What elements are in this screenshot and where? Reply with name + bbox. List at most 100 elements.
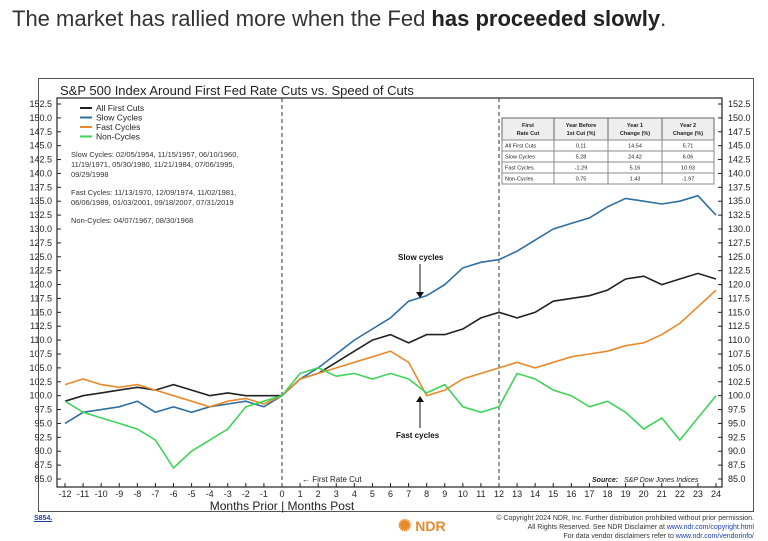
arrowhead-icon — [416, 396, 424, 402]
y-tick-label-left: 110.0 — [30, 335, 52, 345]
table-header: Change (%) — [620, 131, 650, 137]
x-tick-label: -7 — [151, 489, 159, 499]
y-tick-label-right: 90.0 — [728, 446, 746, 456]
y-tick-label-right: 105.0 — [728, 363, 751, 373]
y-tick-label-right: 95.0 — [728, 418, 746, 428]
vendor-line: For data vendor disclaimers refer to — [563, 533, 676, 540]
series-line-non-cycles — [64, 367, 717, 470]
y-tick-label-right: 122.5 — [728, 266, 751, 276]
headline-end: . — [660, 6, 667, 31]
y-tick-label-left: 152.5 — [29, 99, 52, 109]
x-tick-label: -5 — [188, 489, 196, 499]
y-tick-label-left: 147.5 — [29, 127, 52, 137]
x-tick-label: -12 — [58, 489, 71, 499]
cycle-dates-note: 11/19/1971, 05/30/1980, 11/21/1984, 07/0… — [71, 160, 235, 169]
y-tick-label-left: 112.5 — [30, 321, 52, 331]
x-tick-label: 5 — [370, 489, 375, 499]
y-tick-label-right: 140.0 — [728, 168, 751, 178]
cycle-dates-note: 06/06/1989, 01/03/2001, 09/18/2007, 07/3… — [71, 198, 234, 207]
headline: The market has rallied more when the Fed… — [12, 6, 666, 32]
y-tick-label-left: 132.5 — [29, 210, 52, 220]
cycle-dates-note: 09/29/1998 — [71, 170, 109, 179]
y-tick-label-left: 120.0 — [29, 280, 52, 290]
first-rate-cut-label: ← First Rate Cut — [302, 475, 362, 484]
x-tick-label: 16 — [566, 489, 576, 499]
x-tick-label: 7 — [406, 489, 411, 499]
x-tick-label: 14 — [530, 489, 540, 499]
table-header: 1st Cut (%) — [567, 131, 596, 137]
x-tick-label: -9 — [115, 489, 123, 499]
table-cell-text: 5.16 — [630, 166, 641, 172]
y-tick-label-right: 85.0 — [728, 474, 746, 484]
y-tick-label-left: 115.0 — [30, 307, 52, 317]
x-tick-label: -4 — [206, 489, 214, 499]
table-header: First — [522, 123, 534, 129]
y-tick-label-right: 97.5 — [728, 405, 746, 415]
cycle-dates-note: Fast Cycles: 11/13/1970, 12/09/1974, 11/… — [71, 188, 236, 197]
x-tick-label: 22 — [675, 489, 685, 499]
chart-code-link[interactable]: S854. — [34, 515, 53, 522]
y-tick-label-right: 100.0 — [728, 391, 751, 401]
x-tick-label: 24 — [711, 489, 721, 499]
table-cell-text: Non-Cycles — [505, 177, 534, 183]
y-tick-label-right: 125.0 — [728, 252, 751, 262]
y-tick-label-right: 132.5 — [728, 210, 751, 220]
y-tick-label-left: 100.0 — [29, 391, 52, 401]
y-tick-label-left: 117.5 — [30, 293, 52, 303]
y-tick-label-left: 90.0 — [34, 446, 52, 456]
ndr-logo-text: NDR — [415, 518, 446, 534]
x-tick-label: -11 — [77, 489, 89, 499]
x-tick-label: 0 — [279, 489, 284, 499]
y-tick-label-left: 150.0 — [29, 113, 52, 123]
y-tick-label-right: 142.5 — [728, 155, 751, 165]
y-tick-label-left: 142.5 — [29, 155, 52, 165]
y-tick-label-left: 87.5 — [34, 460, 52, 470]
x-tick-label: 20 — [639, 489, 649, 499]
y-tick-label-right: 127.5 — [728, 238, 751, 248]
table-cell-text: -1.29 — [575, 166, 588, 172]
y-tick-label-left: 85.0 — [34, 474, 52, 484]
cycle-dates-note: Non-Cycles: 04/07/1967, 08/30/1968 — [71, 216, 193, 225]
x-tick-label: -3 — [224, 489, 232, 499]
vendor-link[interactable]: www.ndr.com/vendorinfo/ — [675, 533, 754, 540]
y-tick-label-right: 112.5 — [728, 321, 750, 331]
table-header: Year 2 — [680, 123, 696, 129]
y-tick-label-right: 147.5 — [728, 127, 751, 137]
headline-text: The market has rallied more when the Fed — [12, 6, 432, 31]
cycle-dates-note: Slow Cycles: 02/05/1954, 11/15/1957, 06/… — [71, 150, 238, 159]
x-tick-label: 6 — [388, 489, 393, 499]
y-tick-label-right: 92.5 — [728, 432, 746, 442]
series-line-all-first-cuts — [64, 272, 717, 402]
table-cell-text: 14.54 — [628, 144, 642, 150]
y-tick-label-left: 107.5 — [29, 349, 52, 359]
x-tick-label: 4 — [352, 489, 357, 499]
y-tick-label-right: 145.0 — [728, 141, 751, 151]
series-line-slow-cycles — [64, 194, 717, 425]
y-tick-label-right: 150.0 — [728, 113, 751, 123]
y-tick-label-right: 87.5 — [728, 460, 746, 470]
y-tick-label-left: 97.5 — [34, 405, 52, 415]
y-tick-label-right: 102.5 — [728, 377, 751, 387]
x-tick-label: 17 — [584, 489, 594, 499]
slow-cycles-annotation: Slow cycles — [398, 253, 444, 262]
table-cell-text: 5.71 — [683, 144, 694, 150]
table-cell-text: Fast Cycles — [505, 166, 534, 172]
table-cell-text: All First Cuts — [505, 144, 536, 150]
x-tick-label: 19 — [621, 489, 631, 499]
fast-cycles-annotation: Fast cycles — [396, 431, 440, 440]
plot-area — [56, 97, 723, 488]
y-tick-label-right: 117.5 — [728, 293, 750, 303]
table-cell-text: -1.97 — [682, 177, 695, 183]
y-tick-label-right: 135.0 — [728, 196, 751, 206]
table-cell-text: 5.28 — [576, 155, 587, 161]
legend-label: All First Cuts — [96, 103, 144, 113]
x-axis-label: Months Prior | Months Post — [210, 499, 355, 513]
copyright-link[interactable]: www.ndr.com/copyright.html — [666, 524, 754, 531]
y-tick-label-right: 115.0 — [728, 307, 750, 317]
x-tick-label: 21 — [657, 489, 667, 499]
table-cell-text: 0.75 — [576, 177, 587, 183]
source-text: S&P Dow Jones Indices — [624, 477, 699, 484]
y-tick-label-right: 107.5 — [728, 349, 751, 359]
table-header: Year 1 — [627, 123, 643, 129]
